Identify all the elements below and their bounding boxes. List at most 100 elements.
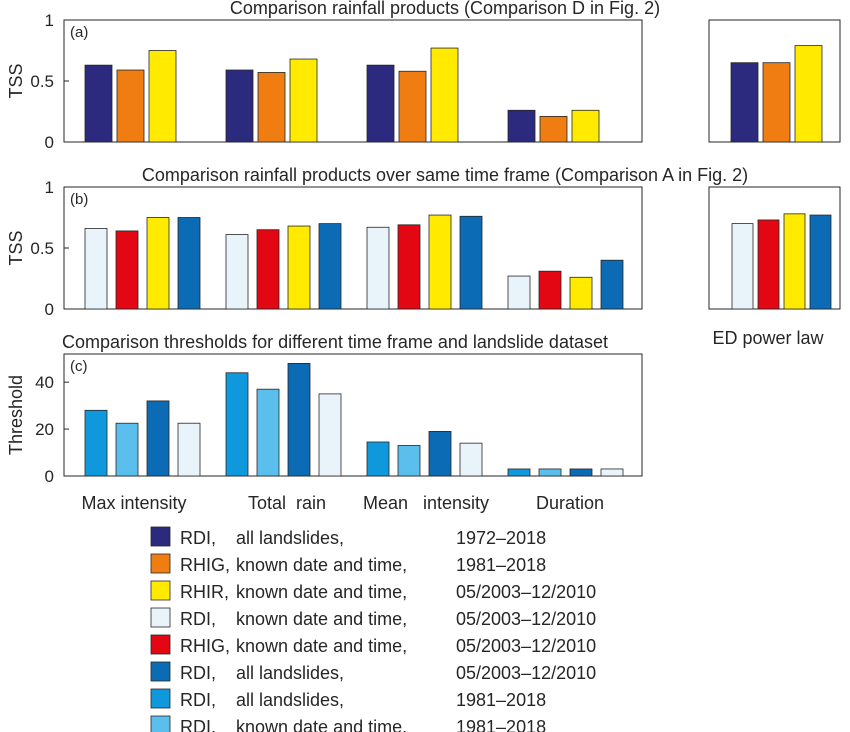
- y-tick-label: 0: [45, 133, 54, 152]
- y-tick-label: 0: [45, 467, 54, 486]
- legend-period: 1972–2018: [456, 528, 546, 548]
- legend-product: RDI,: [180, 690, 216, 710]
- x-category-label: Mean intensity: [363, 493, 489, 513]
- legend-period: 05/2003–12/2010: [456, 609, 596, 629]
- legend-period: 05/2003–12/2010: [456, 636, 596, 656]
- panel-label: (b): [70, 191, 88, 208]
- bar-0-3: [809, 214, 832, 310]
- bar-2-0: [366, 64, 395, 143]
- bar-0-2: [146, 400, 170, 477]
- bar-0-1: [116, 69, 145, 143]
- bar-0-2: [783, 213, 806, 310]
- bar-1-0: [225, 69, 254, 143]
- legend-period: 1981–2018: [456, 717, 546, 732]
- legend-dataset: known date and time,: [236, 609, 407, 629]
- bar-2-1: [397, 224, 421, 310]
- y-tick-label: 0.5: [30, 239, 54, 258]
- bar-3-2: [569, 468, 593, 477]
- legend-swatch: [150, 553, 171, 574]
- legend-swatch: [150, 661, 171, 682]
- legend-period: 1981–2018: [456, 555, 546, 575]
- legend-swatch: [150, 688, 171, 709]
- chart-panel-1: [708, 19, 841, 143]
- legend-entry: RDI, all landslides, 05/2003–12/2010: [150, 661, 596, 683]
- bar-1-2: [289, 58, 318, 143]
- y-tick-label: 0: [45, 300, 54, 319]
- y-axis-label: TSS: [6, 230, 26, 265]
- bar-3-0: [507, 275, 531, 310]
- legend-product: RDI,: [180, 663, 216, 683]
- bar-2-1: [397, 445, 421, 477]
- bar-3-1: [538, 270, 562, 310]
- legend-swatch: [150, 715, 171, 732]
- bar-2-0: [366, 226, 390, 310]
- y-tick-label: 1: [45, 11, 54, 30]
- chart-panel-0: 0 0.5 1 TSS Comparison rainfall products (Co…: [6, 0, 660, 152]
- panel-label: (a): [70, 24, 88, 41]
- chart-panel-2: 0 0.5 1 TSS Comparison rainfall products ove…: [6, 165, 748, 319]
- bar-0-2: [146, 217, 170, 310]
- legend-period: 05/2003–12/2010: [456, 663, 596, 683]
- bar-1-3: [318, 393, 342, 477]
- x-category-label: Total rain: [248, 493, 326, 513]
- bar-1-2: [287, 362, 311, 477]
- legend-product: RHIR,: [180, 582, 229, 602]
- bar-1-1: [256, 229, 280, 310]
- chart-title: Comparison thresholds for different time…: [62, 332, 608, 352]
- chart-title: Comparison rainfall products (Comparison…: [230, 0, 660, 18]
- y-axis-label: Threshold: [6, 375, 26, 455]
- bar-1-1: [257, 72, 286, 143]
- legend-dataset: all landslides,: [236, 690, 344, 710]
- bar-1-3: [318, 223, 342, 310]
- bar-2-2: [430, 47, 459, 143]
- bar-3-0: [507, 468, 531, 477]
- bar-2-3: [459, 442, 483, 477]
- legend-product: RDI,: [180, 528, 216, 548]
- y-tick-label: 1: [45, 178, 54, 197]
- legend-period: 1981–2018: [456, 690, 546, 710]
- bar-0-1: [115, 230, 139, 310]
- bar-3-3: [600, 468, 624, 477]
- legend-product: RDI,: [180, 609, 216, 629]
- legend-dataset: known date and time,: [236, 555, 407, 575]
- bar-1-1: [256, 388, 280, 477]
- bar-0-1: [757, 219, 780, 310]
- legend-dataset: known date and time,: [236, 582, 407, 602]
- legend-entry: RDI, known date and time, 1981–2018: [150, 715, 546, 732]
- legend-dataset: known date and time,: [236, 717, 407, 732]
- legend-entry: RHIG, known date and time, 1981–2018: [150, 553, 546, 575]
- bar-2-0: [366, 441, 390, 477]
- bar-0-3: [177, 422, 201, 477]
- x-category-labels: Max intensity Total rain Mean intensity Dur…: [81, 493, 604, 513]
- bar-2-3: [459, 215, 483, 310]
- bar-2-2: [428, 431, 452, 477]
- ed-power-law-label: ED power law: [712, 328, 824, 348]
- legend-entry: RHIG, known date and time, 05/2003–12/2010: [150, 634, 596, 656]
- bar-0-2: [794, 45, 823, 143]
- y-tick-label: 40: [35, 373, 54, 392]
- bar-0-1: [115, 422, 139, 477]
- legend-swatch: [150, 634, 171, 655]
- bar-3-2: [569, 276, 593, 310]
- chart-title: Comparison rainfall products over same t…: [142, 165, 748, 185]
- legend-entry: RDI, known date and time, 05/2003–12/2010: [150, 607, 596, 629]
- bar-2-2: [428, 214, 452, 310]
- y-tick-label: 20: [35, 420, 54, 439]
- bar-0-0: [84, 64, 113, 143]
- bar-3-0: [507, 109, 536, 143]
- legend-entry: RDI, all landslides, 1981–2018: [150, 688, 546, 710]
- bar-0-3: [177, 217, 201, 310]
- bar-3-3: [600, 259, 624, 310]
- bar-1-0: [225, 372, 249, 477]
- legend-dataset: all landslides,: [236, 528, 344, 548]
- bar-3-1: [538, 468, 562, 477]
- x-category-label: Max intensity: [81, 493, 186, 513]
- legend: RDI, all landslides, 1972–2018 RHIG, known d…: [150, 526, 596, 732]
- legend-swatch: [150, 526, 171, 547]
- y-tick-label: 0.5: [30, 72, 54, 91]
- bar-0-0: [731, 223, 754, 310]
- legend-entry: RHIR, known date and time, 05/2003–12/2010: [150, 580, 596, 602]
- legend-swatch: [150, 580, 171, 601]
- legend-swatch: [150, 607, 171, 628]
